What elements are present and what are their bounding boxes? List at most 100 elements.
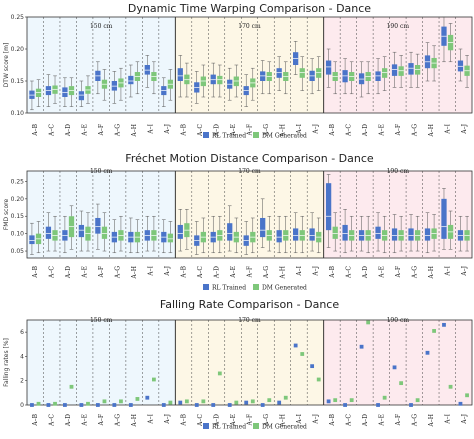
point-dm [53, 401, 57, 406]
point-rl [310, 364, 315, 369]
point-dm [283, 395, 288, 400]
y-tick-label: 2 [20, 378, 24, 385]
point-dm [267, 398, 272, 403]
x-tick-label: A–H [131, 266, 138, 280]
x-tick-label: A–D [214, 414, 221, 427]
x-tick-label: A–H [428, 124, 435, 138]
x-tick-label: A–H [279, 266, 286, 280]
x-tick-label: A–B [329, 123, 336, 136]
legend-swatch [253, 132, 259, 138]
box-rl [441, 198, 447, 239]
legend-swatch [253, 423, 259, 429]
box-rl [293, 228, 299, 241]
y-tick-label: 0.15 [11, 213, 25, 220]
legend-label: RL Trained [212, 133, 246, 140]
point-rl [409, 403, 413, 407]
x-tick-label: A–J [164, 123, 171, 134]
legend-label: RL Trained [212, 285, 246, 292]
point-rl [277, 400, 282, 405]
x-tick-label: A–B [181, 265, 188, 278]
box-rl [78, 224, 85, 238]
box-rl [325, 60, 332, 75]
y-axis-label-2: Falling rates [%] [3, 338, 10, 387]
box-rl [391, 228, 398, 241]
point-rl [392, 365, 397, 370]
box-rl [177, 68, 183, 81]
x-tick-label: A–I [444, 265, 451, 276]
x-tick-label: A–H [131, 124, 138, 138]
legend-swatch [203, 284, 209, 290]
point-dm [201, 399, 206, 404]
x-tick-label: A–I [148, 413, 155, 424]
chart-title-1: Fréchet Motion Distance Comparison - Dan… [125, 152, 374, 165]
group-background-1-2 [323, 171, 472, 258]
group-background-1-0 [27, 171, 176, 258]
box-rl [227, 223, 233, 241]
x-tick-label: A–F [247, 414, 254, 427]
box-rl [342, 224, 348, 241]
box-rl [309, 228, 315, 241]
box-rl [408, 228, 414, 241]
x-tick-label: A–I [444, 413, 451, 424]
x-tick-label: A–G [263, 124, 270, 137]
plot-frame-0 [26, 16, 473, 114]
x-tick-label: A–C [197, 414, 204, 427]
point-dm [250, 399, 255, 404]
box-rl [276, 230, 282, 243]
x-tick-label: A–G [411, 124, 418, 137]
x-tick-label: A–J [461, 413, 468, 424]
point-dm [316, 377, 321, 382]
x-tick-label: A–C [345, 266, 352, 279]
point-rl [244, 400, 249, 405]
box-rl [391, 64, 398, 76]
y-tick-label: 4 [20, 353, 24, 360]
point-rl [260, 403, 265, 407]
point-dm [234, 400, 239, 405]
x-tick-label: A–B [32, 265, 39, 278]
y-tick-label: 0.10 [11, 231, 25, 238]
x-tick-label: A–J [312, 123, 319, 134]
point-dm [102, 399, 107, 404]
x-tick-label: A–D [65, 266, 72, 279]
x-tick-label: A–C [345, 124, 352, 137]
x-tick-label: A–E [230, 266, 237, 279]
point-rl [359, 344, 364, 349]
box-rl [29, 235, 35, 245]
x-tick-label: A–F [247, 266, 254, 279]
point-dm [366, 320, 371, 325]
x-tick-label: A–B [329, 413, 336, 426]
y-tick-label: 0 [20, 402, 24, 409]
x-tick-label: A–D [65, 414, 72, 427]
group-label: 170 cm [238, 23, 261, 30]
point-rl [161, 403, 166, 407]
y-tick-label: 0.10 [11, 110, 25, 117]
group-label: 190 cm [387, 23, 410, 30]
x-tick-label: A–F [98, 414, 105, 427]
x-tick-label: A–E [378, 414, 385, 427]
point-dm [333, 398, 338, 403]
y-tick-label: 0.25 [11, 14, 25, 21]
legend-swatch [203, 423, 209, 429]
box-rl [78, 91, 85, 101]
legend-swatch [203, 132, 209, 138]
plot-frame-2 [26, 319, 473, 406]
box-rl [408, 63, 414, 75]
x-tick-label: A–I [148, 123, 155, 134]
legend-label: RL Trained [212, 424, 246, 431]
x-tick-label: A–G [115, 266, 122, 279]
x-tick-label: A–J [461, 123, 468, 134]
x-tick-label: A–E [230, 124, 237, 137]
point-dm [448, 384, 453, 389]
x-tick-label: A–J [312, 265, 319, 276]
point-rl [425, 350, 430, 355]
point-rl [458, 401, 463, 406]
y-tick-label: 0.20 [11, 46, 25, 53]
group-label: 150 cm [90, 168, 113, 175]
x-tick-label: A–J [461, 265, 468, 276]
x-tick-label: A–D [214, 124, 221, 137]
point-dm [415, 398, 420, 403]
point-rl [326, 399, 331, 404]
group-label: 170 cm [238, 168, 261, 175]
plot-frame-1 [26, 170, 473, 259]
point-dm [217, 371, 222, 376]
